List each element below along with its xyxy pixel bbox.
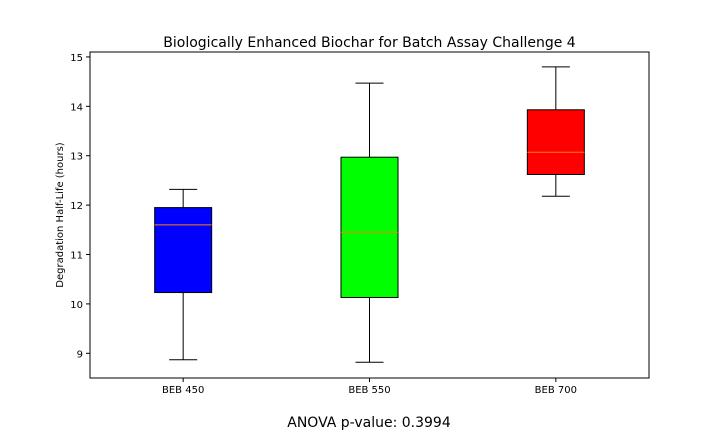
x-tick-label: BEB 700 [535,385,577,396]
y-axis-label: Degradation Half-Life (hours) [55,142,66,287]
box-beb-550 [340,156,399,298]
anova-p-value: ANOVA p-value: 0.3994 [287,415,451,431]
box-beb-700 [526,109,585,175]
y-tick-label: 14 [70,102,83,113]
x-tick-label: BEB 450 [162,385,204,396]
y-tick-label: 12 [70,201,83,212]
chart-title: Biologically Enhanced Biochar for Batch … [163,35,576,51]
y-tick-label: 10 [70,300,83,311]
x-tick-label: BEB 550 [348,385,390,396]
y-tick-label: 11 [70,251,83,262]
y-tick-label: 9 [77,349,83,360]
y-tick-label: 15 [70,53,83,64]
y-tick-label: 13 [70,152,83,163]
plot-frame [89,51,650,379]
box-beb-450 [154,207,213,294]
